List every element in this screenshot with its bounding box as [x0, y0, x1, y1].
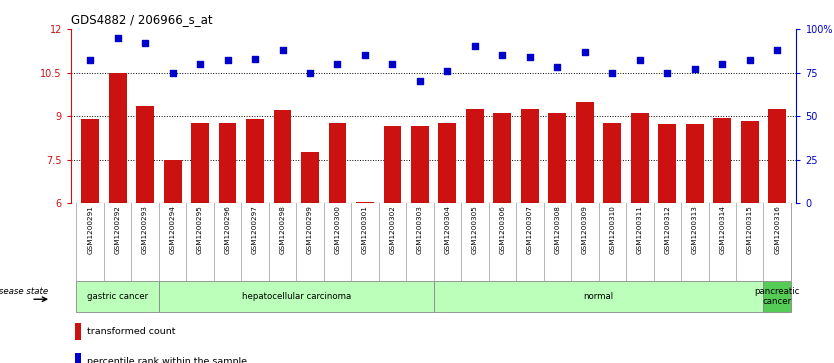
- Point: [386, 61, 399, 67]
- Bar: [191, 123, 209, 203]
- Text: GSM1200297: GSM1200297: [252, 205, 258, 254]
- Point: [193, 61, 207, 67]
- Point: [550, 65, 564, 70]
- Point: [111, 35, 124, 41]
- Text: GSM1200315: GSM1200315: [746, 205, 753, 254]
- Point: [716, 61, 729, 67]
- Bar: [301, 152, 319, 203]
- Point: [578, 49, 591, 54]
- Point: [249, 56, 262, 62]
- Text: GSM1200304: GSM1200304: [445, 205, 450, 254]
- Point: [661, 70, 674, 76]
- Point: [523, 54, 536, 60]
- Text: GSM1200300: GSM1200300: [334, 205, 340, 254]
- Text: GSM1200294: GSM1200294: [169, 205, 176, 254]
- Text: GSM1200310: GSM1200310: [610, 205, 615, 254]
- Point: [468, 44, 481, 49]
- Bar: [549, 113, 566, 203]
- Text: GSM1200309: GSM1200309: [582, 205, 588, 254]
- Bar: [108, 73, 127, 203]
- Point: [743, 57, 756, 63]
- Point: [83, 57, 97, 63]
- Bar: [576, 102, 594, 203]
- Bar: [246, 119, 264, 203]
- Bar: [466, 109, 484, 203]
- Bar: [603, 123, 621, 203]
- Point: [276, 47, 289, 53]
- Bar: [81, 119, 99, 203]
- Point: [331, 61, 344, 67]
- Text: GSM1200296: GSM1200296: [224, 205, 230, 254]
- Text: GSM1200316: GSM1200316: [774, 205, 781, 254]
- Bar: [439, 123, 456, 203]
- Text: GSM1200312: GSM1200312: [665, 205, 671, 254]
- Text: GSM1200301: GSM1200301: [362, 205, 368, 254]
- Text: GSM1200293: GSM1200293: [142, 205, 148, 254]
- Point: [138, 40, 152, 46]
- Bar: [763, 281, 791, 312]
- Text: pancreatic
cancer: pancreatic cancer: [755, 287, 800, 306]
- Text: disease state: disease state: [0, 287, 48, 296]
- Text: transformed count: transformed count: [88, 327, 176, 337]
- Text: hepatocellular carcinoma: hepatocellular carcinoma: [242, 292, 351, 301]
- Bar: [434, 281, 763, 312]
- Bar: [494, 113, 511, 203]
- Text: GSM1200314: GSM1200314: [719, 205, 726, 254]
- Bar: [158, 281, 434, 312]
- Text: GSM1200305: GSM1200305: [472, 205, 478, 254]
- Point: [304, 70, 317, 76]
- Text: GSM1200295: GSM1200295: [197, 205, 203, 254]
- Bar: [411, 126, 429, 203]
- Bar: [521, 109, 539, 203]
- Text: GSM1200299: GSM1200299: [307, 205, 313, 254]
- Bar: [136, 106, 154, 203]
- Bar: [74, 353, 81, 363]
- Point: [166, 70, 179, 76]
- Bar: [274, 110, 291, 203]
- Bar: [163, 160, 182, 203]
- Bar: [384, 126, 401, 203]
- Text: GSM1200302: GSM1200302: [389, 205, 395, 254]
- Text: normal: normal: [584, 292, 614, 301]
- Text: GSM1200292: GSM1200292: [114, 205, 121, 254]
- Bar: [713, 118, 731, 203]
- Bar: [77, 281, 158, 312]
- Bar: [356, 202, 374, 203]
- Point: [414, 78, 427, 84]
- Text: GSM1200311: GSM1200311: [637, 205, 643, 254]
- Bar: [329, 123, 346, 203]
- Point: [440, 68, 454, 74]
- Text: gastric cancer: gastric cancer: [87, 292, 148, 301]
- Bar: [658, 124, 676, 203]
- Text: GSM1200308: GSM1200308: [555, 205, 560, 254]
- Text: GSM1200298: GSM1200298: [279, 205, 285, 254]
- Bar: [686, 124, 704, 203]
- Point: [605, 70, 619, 76]
- Text: GSM1200307: GSM1200307: [527, 205, 533, 254]
- Point: [771, 47, 784, 53]
- Text: GSM1200306: GSM1200306: [500, 205, 505, 254]
- Text: GSM1200303: GSM1200303: [417, 205, 423, 254]
- Bar: [741, 121, 759, 203]
- Point: [633, 57, 646, 63]
- Bar: [631, 113, 649, 203]
- Text: GSM1200313: GSM1200313: [691, 205, 698, 254]
- Point: [688, 66, 701, 72]
- Bar: [219, 123, 237, 203]
- Text: percentile rank within the sample: percentile rank within the sample: [88, 357, 247, 363]
- Text: GDS4882 / 206966_s_at: GDS4882 / 206966_s_at: [71, 13, 213, 26]
- Text: GSM1200291: GSM1200291: [87, 205, 93, 254]
- Bar: [74, 323, 81, 340]
- Point: [359, 52, 372, 58]
- Bar: [768, 109, 786, 203]
- Point: [495, 52, 509, 58]
- Point: [221, 57, 234, 63]
